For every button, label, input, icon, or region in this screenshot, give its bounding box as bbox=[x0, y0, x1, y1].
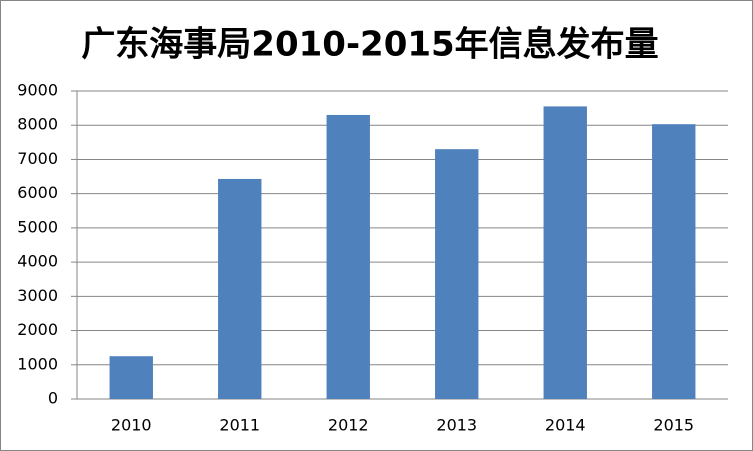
bar bbox=[435, 149, 479, 399]
chart-title: 广东海事局2010-2015年信息发布量 bbox=[81, 25, 658, 65]
x-tick-label: 2010 bbox=[111, 416, 152, 435]
y-tick-label: 7000 bbox=[17, 149, 58, 168]
bar bbox=[652, 124, 696, 399]
bar bbox=[543, 106, 587, 400]
x-tick-label: 2013 bbox=[436, 416, 477, 435]
y-tick-label: 9000 bbox=[17, 81, 58, 100]
y-tick-label: 6000 bbox=[17, 183, 58, 202]
bar bbox=[109, 356, 153, 399]
x-tick-label: 2011 bbox=[219, 416, 260, 435]
y-tick-label: 4000 bbox=[17, 252, 58, 271]
x-tick-label: 2015 bbox=[653, 416, 694, 435]
y-tick-label: 8000 bbox=[17, 115, 58, 134]
bar bbox=[218, 178, 262, 399]
x-tick-label: 2014 bbox=[545, 416, 586, 435]
y-tick-label: 0 bbox=[48, 389, 58, 408]
y-tick-label: 3000 bbox=[17, 286, 58, 305]
y-tick-label: 2000 bbox=[17, 320, 58, 339]
y-tick-label: 1000 bbox=[17, 354, 58, 373]
x-tick-label: 2012 bbox=[328, 416, 369, 435]
y-tick-label: 5000 bbox=[17, 217, 58, 236]
bar bbox=[326, 114, 370, 399]
